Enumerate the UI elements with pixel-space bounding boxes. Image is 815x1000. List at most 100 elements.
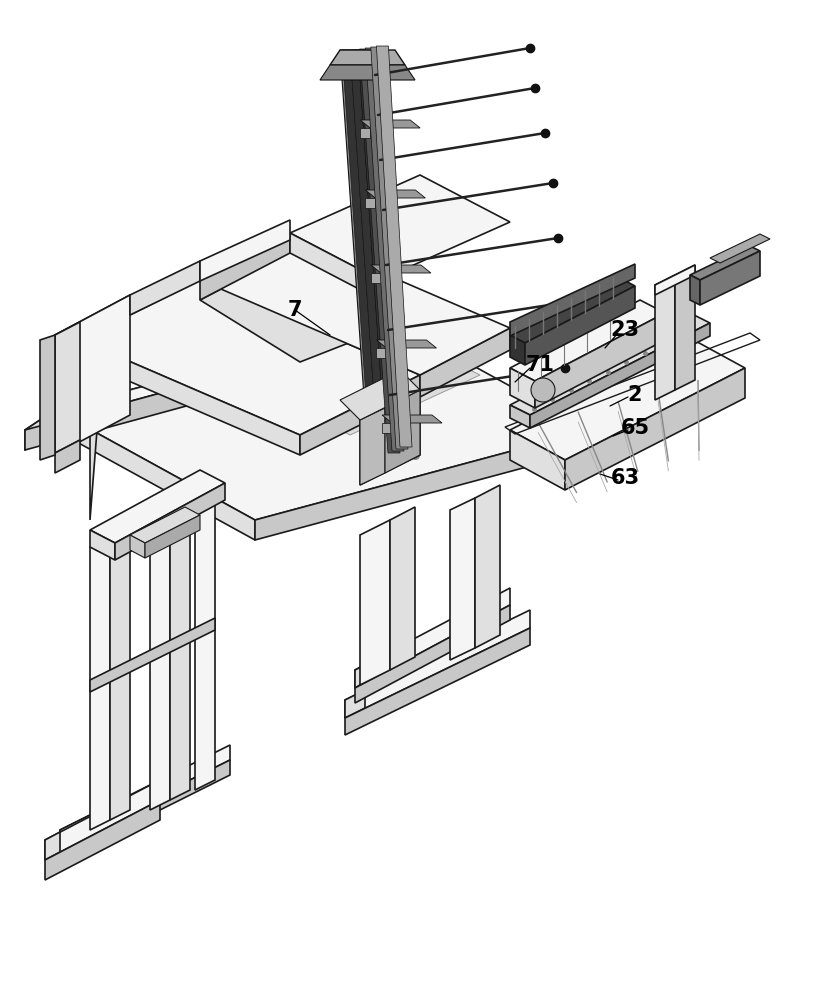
Polygon shape [365,48,404,451]
Polygon shape [377,340,437,348]
Polygon shape [25,410,55,450]
Polygon shape [45,800,160,880]
Polygon shape [365,198,376,208]
Polygon shape [55,295,130,455]
Polygon shape [377,348,386,358]
Polygon shape [700,251,760,305]
Polygon shape [365,190,425,198]
Polygon shape [675,265,695,390]
Polygon shape [200,253,420,362]
Polygon shape [385,390,420,473]
Polygon shape [90,470,225,543]
Polygon shape [360,128,370,138]
Polygon shape [510,264,635,336]
Polygon shape [690,275,700,305]
Polygon shape [710,234,770,263]
Text: 63: 63 [610,468,640,488]
Text: 2: 2 [628,385,642,405]
Polygon shape [382,423,392,433]
Polygon shape [350,50,386,455]
Polygon shape [510,335,525,365]
Polygon shape [475,485,500,648]
Polygon shape [690,246,760,280]
Polygon shape [45,832,60,860]
Polygon shape [145,515,200,558]
Polygon shape [200,220,290,281]
Polygon shape [354,50,396,455]
Polygon shape [40,335,55,460]
Polygon shape [371,47,408,449]
Polygon shape [90,618,215,692]
Polygon shape [355,605,510,703]
Polygon shape [510,278,635,343]
Polygon shape [510,300,665,381]
Polygon shape [55,410,255,540]
Polygon shape [55,440,80,473]
Polygon shape [530,323,710,428]
Polygon shape [340,50,400,455]
Polygon shape [450,498,475,660]
Polygon shape [360,520,390,685]
Text: 23: 23 [610,320,640,340]
Polygon shape [150,515,170,810]
Polygon shape [43,340,97,520]
Polygon shape [340,370,420,420]
Polygon shape [371,265,431,273]
Polygon shape [255,430,590,540]
Polygon shape [110,527,130,820]
Polygon shape [359,49,400,453]
Polygon shape [25,320,390,430]
Polygon shape [55,322,80,453]
Polygon shape [130,535,145,558]
Polygon shape [115,483,225,560]
Polygon shape [510,338,745,460]
Polygon shape [90,530,115,560]
Polygon shape [345,628,530,735]
Polygon shape [25,340,355,450]
Polygon shape [355,588,510,688]
Polygon shape [510,430,565,490]
Polygon shape [390,507,415,670]
Polygon shape [330,50,405,65]
Polygon shape [355,665,365,688]
Polygon shape [60,815,90,845]
Polygon shape [377,46,412,447]
Polygon shape [300,375,420,455]
Polygon shape [290,175,510,280]
Polygon shape [420,328,510,397]
Polygon shape [320,65,415,80]
Polygon shape [655,275,675,400]
Polygon shape [535,313,665,408]
Text: 65: 65 [620,418,650,438]
Polygon shape [200,233,510,375]
Polygon shape [45,780,160,860]
Polygon shape [195,495,215,790]
Polygon shape [525,286,635,365]
Polygon shape [366,50,402,455]
Polygon shape [510,368,535,408]
Polygon shape [565,368,745,490]
Polygon shape [360,408,385,485]
Polygon shape [55,320,590,520]
Polygon shape [360,390,420,485]
Circle shape [531,378,555,402]
Text: 7: 7 [288,300,302,320]
Polygon shape [170,505,190,800]
Polygon shape [340,370,480,435]
Polygon shape [345,690,365,718]
Polygon shape [90,537,110,830]
Polygon shape [200,233,290,300]
Polygon shape [510,405,530,428]
Polygon shape [130,507,200,543]
Polygon shape [55,295,160,350]
Polygon shape [60,745,230,845]
Polygon shape [360,120,421,128]
Polygon shape [382,415,442,423]
Text: 71: 71 [526,355,554,375]
Polygon shape [130,261,200,315]
Polygon shape [371,273,381,283]
Polygon shape [358,50,394,455]
Polygon shape [655,265,695,295]
Polygon shape [290,233,380,300]
Polygon shape [342,50,378,455]
